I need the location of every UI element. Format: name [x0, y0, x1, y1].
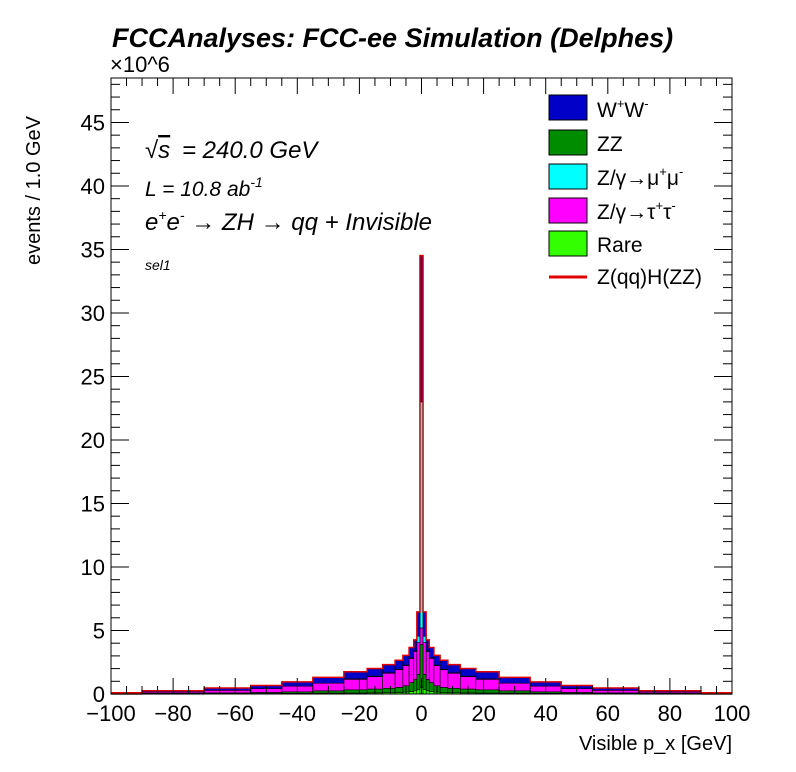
y-tick-label: 20 — [81, 428, 105, 453]
x-tick-label: 60 — [596, 701, 620, 726]
signal-histogram — [111, 254, 732, 694]
y-tick-label: 5 — [93, 618, 105, 643]
selection-label: sel1 — [145, 257, 171, 273]
x-tick-label: −80 — [154, 701, 191, 726]
luminosity: L = 10.8 ab-1 — [145, 174, 263, 201]
bar — [343, 678, 368, 691]
bar — [433, 655, 441, 666]
bar — [402, 665, 410, 687]
y-tick-label: 30 — [81, 301, 105, 326]
legend-swatch-ztautau — [548, 197, 588, 224]
legend-label-ww: W+W- — [597, 96, 649, 122]
bar — [447, 687, 461, 694]
bar — [382, 664, 396, 674]
sqrt-s-value: = 240.0 GeV — [182, 137, 319, 164]
bar — [416, 642, 421, 675]
bar — [422, 642, 427, 675]
y-tick-label: 40 — [81, 174, 105, 199]
x-tick-label: −40 — [279, 701, 316, 726]
y-tick-label: 0 — [93, 682, 105, 707]
y-tick-label: 35 — [81, 237, 105, 262]
x-tick-label: 20 — [471, 701, 495, 726]
bar — [447, 664, 461, 674]
y-tick-label: 25 — [81, 364, 105, 389]
y-exponent-label: ×10^6 — [110, 52, 170, 77]
bar — [475, 678, 500, 691]
bar — [366, 668, 383, 677]
annotations: √s = 240.0 GeV L = 10.8 ab-1 e+e- → ZH →… — [145, 137, 432, 273]
legend: W+W- ZZ Z/γ→μ+μ- Z/γ→τ+τ- Rare Z(qq)H(ZZ… — [548, 94, 702, 289]
process-label: e+e- → ZH → qq + Invisible — [145, 207, 432, 236]
y-axis-ticks: 0 5 10 15 20 25 30 35 40 45 — [81, 83, 732, 707]
bar — [413, 679, 418, 692]
bar — [408, 682, 415, 692]
bar — [425, 679, 430, 692]
bar — [591, 690, 640, 694]
bar — [413, 651, 418, 680]
bar — [428, 682, 435, 692]
bar — [419, 627, 424, 645]
x-axis-label: Visible p_x [GeV] — [579, 733, 732, 755]
bar — [475, 689, 500, 694]
bar — [439, 660, 449, 670]
sqrt-symbol: √s — [145, 137, 170, 164]
legend-swatch-ww — [548, 94, 588, 121]
legend-label-signal: Z(qq)H(ZZ) — [597, 266, 702, 289]
legend-label-rare: Rare — [597, 234, 643, 257]
bar — [422, 689, 427, 695]
legend-swatch-zz — [548, 129, 588, 156]
bar — [416, 689, 421, 695]
bar — [312, 677, 345, 684]
bar — [447, 672, 461, 689]
bar — [394, 669, 404, 688]
bar — [402, 655, 410, 666]
bar — [408, 658, 415, 683]
legend-swatch-rare — [548, 230, 588, 257]
bar — [343, 671, 368, 680]
bar — [439, 687, 449, 693]
x-tick-label: 80 — [658, 701, 682, 726]
x-tick-label: −20 — [341, 701, 378, 726]
bar — [475, 671, 500, 680]
y-tick-label: 45 — [81, 110, 105, 135]
y-tick-label: 10 — [81, 555, 105, 580]
signal-line — [111, 254, 732, 694]
bar — [382, 672, 396, 689]
bar — [460, 668, 477, 677]
legend-label-ztautau: Z/γ→τ+τ- — [597, 198, 676, 224]
bar — [394, 660, 404, 670]
x-tick-label: −100 — [86, 701, 136, 726]
x-tick-label: 100 — [714, 701, 751, 726]
y-axis-label: events / 1.0 GeV — [23, 115, 45, 265]
bar — [498, 677, 531, 684]
bar — [439, 669, 449, 688]
bar — [428, 658, 435, 683]
legend-label-zmumu: Z/γ→μ+μ- — [597, 164, 683, 190]
bar — [394, 687, 404, 693]
bar — [343, 689, 368, 694]
x-axis-ticks: −100 −80 −60 −40 −20 0 20 40 60 80 100 — [86, 78, 750, 726]
bar — [203, 690, 252, 694]
bar — [416, 674, 421, 690]
bar — [422, 674, 427, 690]
x-tick-label: 0 — [415, 701, 427, 726]
x-tick-label: 40 — [533, 701, 557, 726]
legend-swatch-zmumu — [548, 163, 588, 190]
bar — [382, 687, 396, 694]
chart-title: FCCAnalyses: FCC-ee Simulation (Delphes) — [112, 23, 673, 53]
bar — [425, 651, 430, 680]
x-tick-label: −60 — [217, 701, 254, 726]
legend-label-zz: ZZ — [597, 133, 623, 156]
y-tick-label: 15 — [81, 491, 105, 516]
bar — [433, 665, 441, 687]
